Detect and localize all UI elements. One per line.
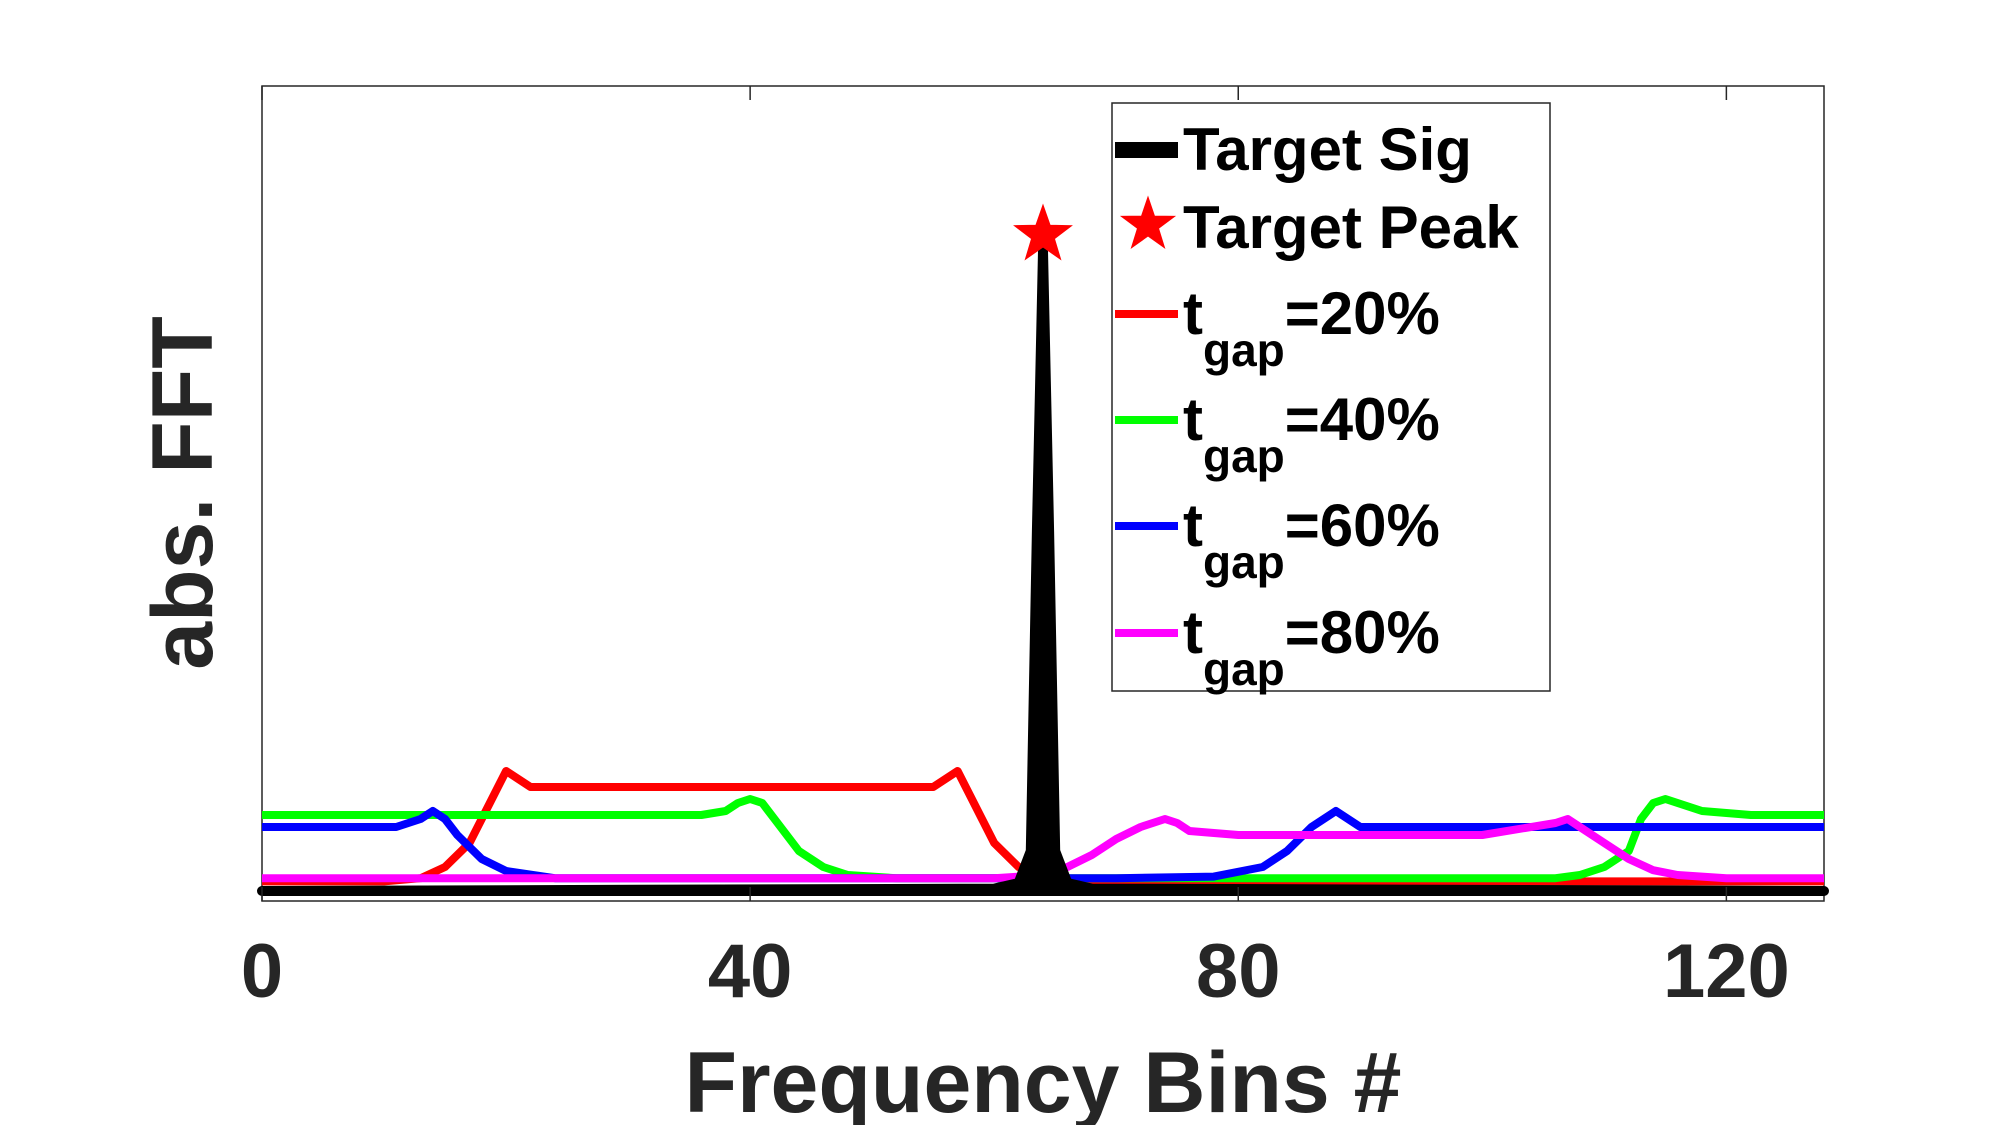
legend-label-main: t	[1183, 599, 1203, 666]
legend-box	[1111, 102, 1551, 692]
x-tick-label: 40	[708, 929, 793, 1014]
legend-label: tgap=20%	[1183, 280, 1440, 376]
legend-label: Target Peak	[1183, 194, 1519, 261]
y-axis-label: abs. FFT	[135, 316, 231, 670]
legend-label: tgap=40%	[1183, 386, 1440, 482]
x-tick-label: 0	[241, 929, 283, 1014]
legend-label-suffix: =40%	[1285, 386, 1440, 453]
legend-label-main: t	[1183, 492, 1203, 559]
legend-label-sub: gap	[1203, 430, 1285, 482]
legend-label: tgap=60%	[1183, 492, 1440, 588]
series-layer	[257, 203, 1829, 896]
legend-label-main: t	[1183, 280, 1203, 347]
legend-label-sub: gap	[1203, 324, 1285, 376]
x-axis: 0 40 80 120	[241, 86, 1790, 1014]
x-tick-label: 80	[1196, 929, 1281, 1014]
legend-label-sub: gap	[1203, 536, 1285, 588]
target-sig-line	[257, 246, 1829, 896]
legend-label-main: t	[1183, 386, 1203, 453]
legend-label-suffix: =60%	[1285, 492, 1440, 559]
legend-label-suffix: =20%	[1285, 280, 1440, 347]
series-line-80	[262, 815, 1824, 883]
legend-star-icon	[1119, 195, 1177, 249]
x-axis-label: Frequency Bins #	[685, 1035, 1402, 1125]
legend-label-sub: gap	[1203, 643, 1285, 695]
legend-label-suffix: =80%	[1285, 599, 1440, 666]
x-tick-label: 120	[1663, 929, 1790, 1014]
legend-label: tgap=80%	[1183, 599, 1440, 695]
target-peak-marker	[1013, 203, 1073, 261]
legend-label: Target Sig	[1183, 116, 1472, 183]
